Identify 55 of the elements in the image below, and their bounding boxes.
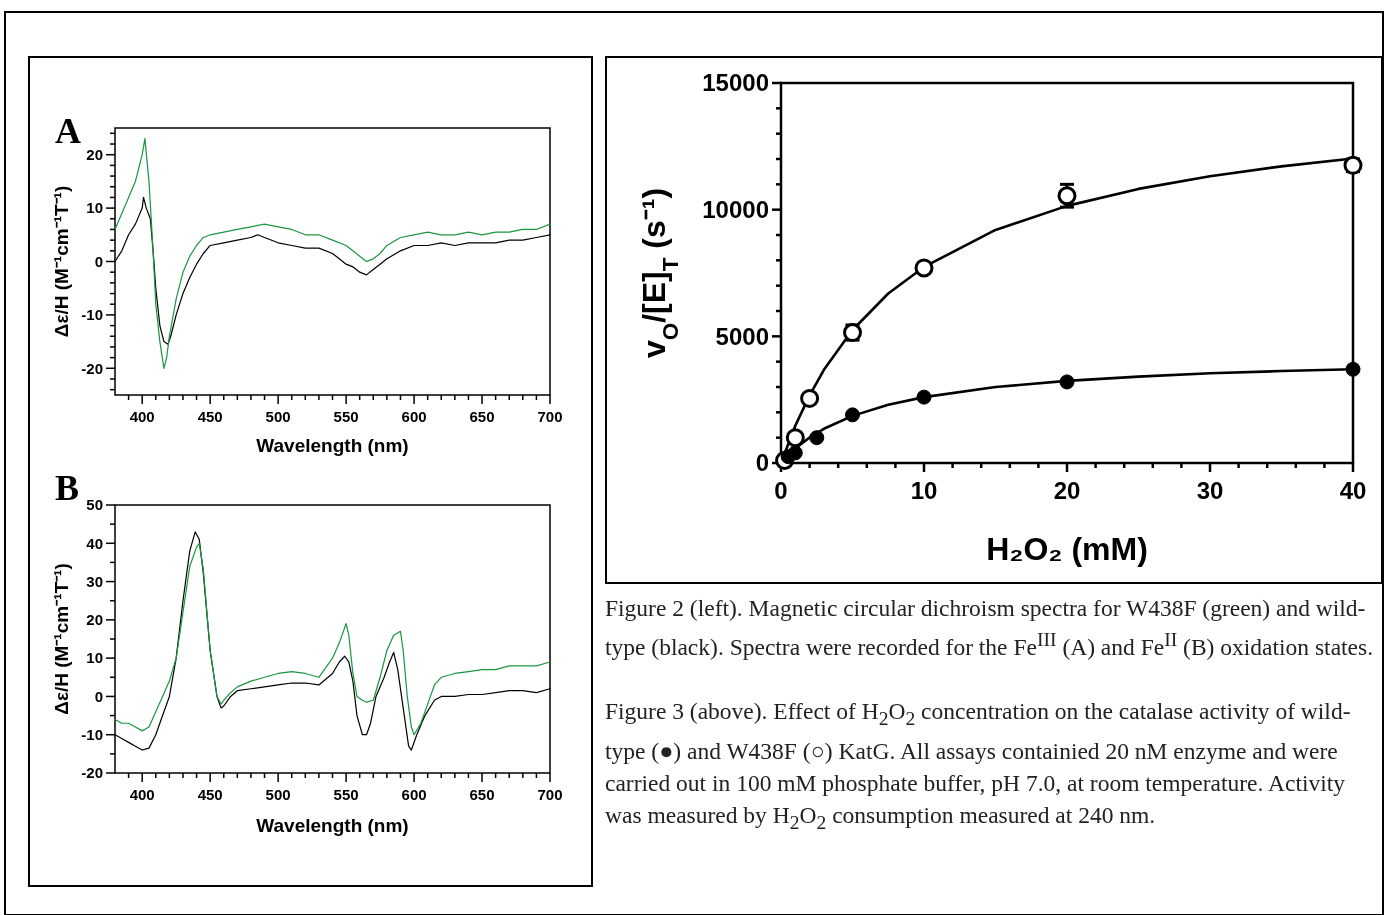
y-tick-label: -10 <box>81 306 103 324</box>
x-tick-label: 600 <box>401 408 427 425</box>
y-tick-label: 0 <box>94 687 103 705</box>
x-axis-title: Wavelength (nm) <box>256 815 409 836</box>
x-tick-label: 600 <box>401 786 427 803</box>
y-tick-label: 40 <box>86 534 103 552</box>
x-tick-label: 400 <box>129 408 155 425</box>
point <box>845 407 860 423</box>
x-tick-label: 0 <box>774 477 788 504</box>
point <box>800 388 820 408</box>
y-tick-label: 15000 <box>702 69 769 97</box>
x-axis-title: Wavelength (nm) <box>256 435 409 456</box>
x-tick-label: 550 <box>333 786 359 803</box>
y-tick-label: 0 <box>755 449 769 477</box>
x-tick-label: 500 <box>265 408 291 425</box>
chart-title: B <box>55 468 80 508</box>
x-tick-label: 700 <box>537 786 563 803</box>
y-tick-label: 10000 <box>702 196 769 224</box>
x-tick-label: 400 <box>129 786 155 803</box>
y-tick-label: -20 <box>81 764 103 782</box>
y-axis-title: Δε/H (M⁻¹cm⁻¹T⁻¹) <box>51 563 72 715</box>
x-tick-label: 500 <box>265 786 291 803</box>
point <box>1059 374 1075 390</box>
point <box>809 430 825 446</box>
point <box>1343 155 1363 175</box>
caption: Figure 2 (left). Magnetic circular dichroism spectra for W438F (green) and wild-type (black). Spectra were recorded for the Fe$^{III}$ (A) and Fe$^{II}$ (B) oxidation states. <box>605 594 1375 662</box>
y-tick-label: 50 <box>86 496 103 514</box>
point <box>785 428 805 448</box>
y-tick-label: 0 <box>94 252 103 270</box>
y-tick-label: -10 <box>81 725 103 743</box>
x-axis-title: H₂O₂ (mM) <box>986 531 1148 567</box>
point <box>1345 361 1361 377</box>
y-axis-title: Δε/H (M⁻¹cm⁻¹T⁻¹) <box>51 185 72 338</box>
x-tick-label: 650 <box>469 408 495 425</box>
x-tick-label: 30 <box>1196 477 1224 504</box>
chart-title: A <box>55 111 81 151</box>
point <box>916 389 932 405</box>
x-tick-label: 650 <box>469 786 495 803</box>
x-tick-label: 10 <box>910 477 938 504</box>
x-tick-label: 700 <box>537 408 563 425</box>
y-tick-label: 20 <box>86 145 103 163</box>
point <box>914 258 934 278</box>
y-tick-label: 5000 <box>715 322 769 350</box>
y-tick-label: -20 <box>81 359 103 377</box>
y-tick-label: 10 <box>86 199 103 217</box>
x-tick-label: 450 <box>197 786 223 803</box>
x-tick-label: 40 <box>1339 477 1367 504</box>
y-tick-label: 30 <box>86 572 103 590</box>
y-tick-label: 10 <box>86 649 103 667</box>
y-tick-label: 20 <box>86 611 103 629</box>
point <box>787 445 803 461</box>
x-tick-label: 20 <box>1053 477 1081 504</box>
x-tick-label: 550 <box>333 408 359 425</box>
text: Figure 3 (above). Effect of H$_{2}$O$_{2}$ concentration on the catalase activity of wild-type (●) and W438F (○) KatG. All assays containied 20 nM enzyme and were carried out in 100 mM phosphate buffer, pH 7.0, at room temperature. Activity was measured by H$_{2}$O$_{2}$ consumption measured at 240 nm. <box>605 697 1351 833</box>
x-tick-label: 450 <box>197 408 223 425</box>
